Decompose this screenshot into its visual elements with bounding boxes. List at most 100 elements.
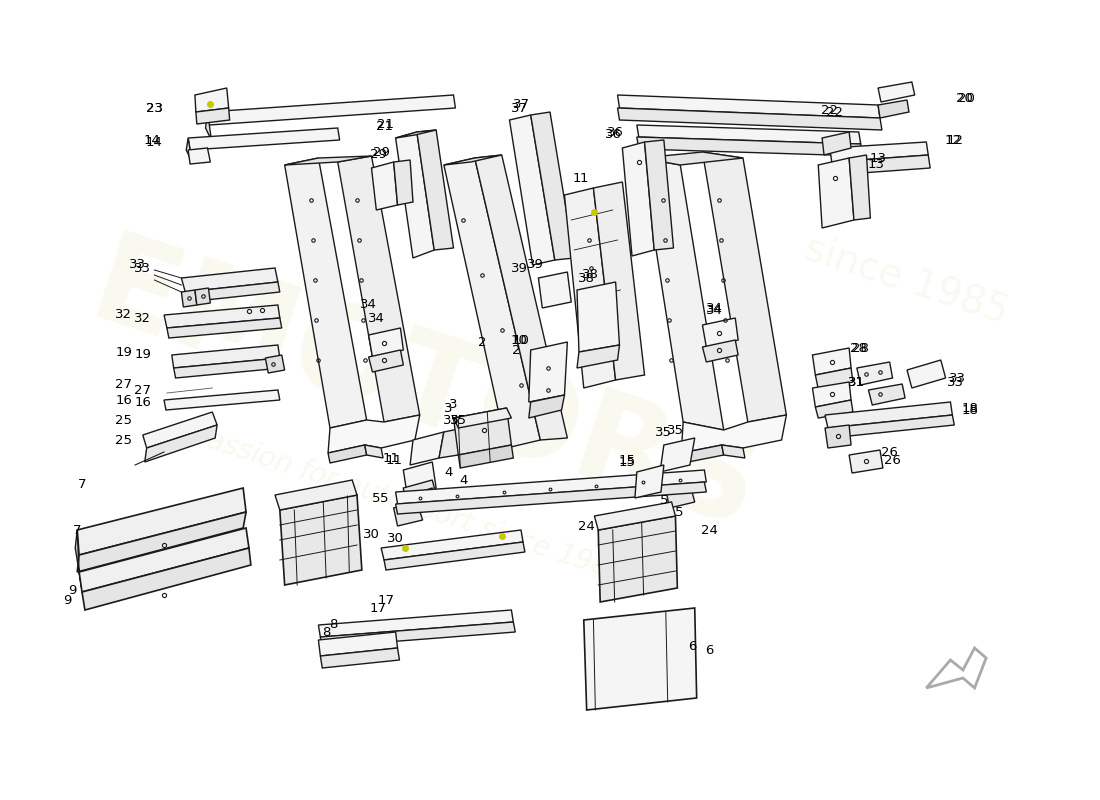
Polygon shape: [188, 128, 340, 150]
Text: 7: 7: [73, 523, 81, 537]
Polygon shape: [164, 390, 279, 410]
Polygon shape: [77, 488, 246, 555]
Polygon shape: [813, 348, 851, 375]
Text: 17: 17: [370, 602, 387, 614]
Text: 32: 32: [134, 311, 152, 325]
Polygon shape: [908, 360, 946, 388]
Text: 14: 14: [146, 135, 163, 149]
Text: 39: 39: [510, 262, 528, 274]
Text: 5: 5: [660, 494, 668, 506]
Polygon shape: [410, 432, 444, 465]
Text: 16: 16: [134, 397, 151, 410]
Text: 16: 16: [116, 394, 132, 406]
Text: 29: 29: [370, 149, 387, 162]
Polygon shape: [635, 465, 664, 498]
Polygon shape: [195, 288, 210, 305]
Text: 34: 34: [367, 311, 385, 325]
Polygon shape: [529, 342, 568, 402]
Polygon shape: [279, 495, 362, 585]
Polygon shape: [660, 438, 695, 472]
Text: 13: 13: [870, 151, 887, 165]
Polygon shape: [584, 608, 696, 710]
Text: 28: 28: [850, 342, 867, 354]
Polygon shape: [813, 382, 851, 407]
Polygon shape: [265, 355, 285, 373]
Text: 20: 20: [958, 91, 976, 105]
Text: 6: 6: [689, 639, 697, 653]
Polygon shape: [145, 425, 217, 462]
Polygon shape: [75, 530, 82, 590]
Text: 10: 10: [513, 334, 529, 346]
Polygon shape: [617, 108, 882, 130]
Text: 33: 33: [129, 258, 145, 271]
Text: 11: 11: [385, 454, 403, 466]
Polygon shape: [143, 412, 217, 448]
Polygon shape: [822, 132, 851, 155]
Text: 1: 1: [580, 171, 588, 185]
Text: 30: 30: [363, 529, 379, 542]
Text: 34: 34: [705, 302, 723, 314]
Polygon shape: [617, 95, 880, 118]
Polygon shape: [594, 502, 675, 530]
Text: EMOTORS: EMOTORS: [76, 226, 773, 554]
Polygon shape: [195, 88, 229, 112]
Polygon shape: [530, 112, 574, 260]
Polygon shape: [328, 445, 366, 463]
Polygon shape: [79, 528, 249, 592]
Polygon shape: [849, 155, 870, 220]
Text: 15: 15: [618, 455, 636, 469]
Text: 19: 19: [134, 349, 151, 362]
Text: 33: 33: [947, 375, 964, 389]
Polygon shape: [275, 480, 358, 510]
Polygon shape: [703, 318, 738, 347]
Polygon shape: [182, 268, 278, 292]
Text: a passion for autosport since 1985: a passion for autosport since 1985: [162, 412, 629, 588]
Text: 26: 26: [881, 446, 898, 458]
Polygon shape: [185, 282, 279, 302]
Text: 24: 24: [579, 519, 595, 533]
Polygon shape: [868, 384, 905, 405]
Text: 2: 2: [478, 335, 486, 349]
Polygon shape: [365, 445, 383, 458]
Polygon shape: [681, 445, 724, 463]
Polygon shape: [878, 100, 909, 118]
Polygon shape: [394, 502, 422, 526]
Text: 37: 37: [510, 102, 528, 114]
Polygon shape: [320, 622, 515, 647]
Text: 11: 11: [383, 451, 399, 465]
Text: 5: 5: [675, 506, 683, 518]
Text: 35: 35: [656, 426, 672, 438]
Text: 22: 22: [822, 103, 838, 117]
Text: 21: 21: [377, 118, 395, 131]
Text: 33: 33: [134, 262, 152, 274]
Text: 31: 31: [848, 375, 866, 389]
Polygon shape: [828, 415, 955, 438]
Polygon shape: [645, 140, 673, 250]
Polygon shape: [593, 182, 645, 380]
Text: 12: 12: [947, 134, 964, 146]
Text: 31: 31: [848, 375, 866, 389]
Text: 13: 13: [868, 158, 884, 171]
Text: 18: 18: [961, 402, 978, 414]
Text: 4: 4: [459, 474, 468, 486]
Text: 14: 14: [144, 134, 161, 146]
Text: 2: 2: [512, 343, 520, 357]
Polygon shape: [878, 82, 915, 102]
Text: 26: 26: [884, 454, 901, 466]
Polygon shape: [196, 108, 230, 124]
Text: 8: 8: [322, 626, 330, 638]
Polygon shape: [320, 648, 399, 668]
Text: 27: 27: [134, 383, 152, 397]
Text: 12: 12: [945, 134, 961, 146]
Polygon shape: [318, 610, 514, 637]
Polygon shape: [208, 95, 455, 125]
Text: 8: 8: [329, 618, 337, 631]
Polygon shape: [439, 428, 463, 458]
Polygon shape: [818, 158, 854, 228]
Polygon shape: [164, 305, 279, 328]
Polygon shape: [381, 530, 522, 560]
Polygon shape: [578, 282, 619, 352]
Text: 5: 5: [379, 491, 388, 505]
Polygon shape: [815, 368, 852, 389]
Polygon shape: [372, 162, 397, 210]
